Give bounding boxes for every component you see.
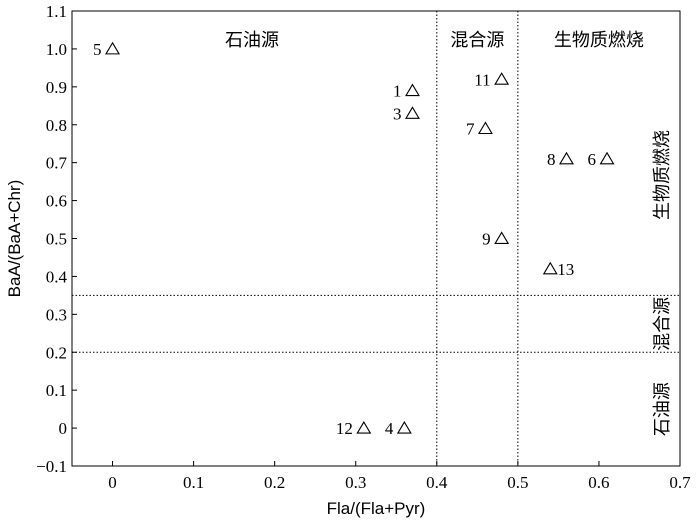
y-tick-label: 1.1 (46, 2, 67, 21)
point-label: 4 (385, 419, 394, 438)
y-tick-label: 0.3 (46, 305, 67, 324)
point-label: 8 (547, 150, 556, 169)
y-tick-label: 0 (59, 419, 68, 438)
region-label-y-biomass: 生物质燃烧 (652, 130, 673, 220)
triangle-marker (405, 106, 420, 119)
triangle-marker (396, 420, 412, 434)
triangle-marker (356, 420, 372, 434)
data-point-13: 13 (542, 260, 574, 279)
point-label: 5 (93, 40, 102, 59)
triangle-marker (105, 41, 120, 55)
y-tick-label: 0.6 (46, 192, 67, 211)
region-label-y-mixed: 混合源 (652, 297, 673, 351)
point-label: 12 (336, 419, 353, 438)
y-tick-label: 0.2 (46, 343, 67, 362)
x-axis-ticks: 0 0.1 0.2 0.3 0.4 0.5 0.6 0.7 (108, 461, 691, 492)
y-axis-ticks: −0.1 0 0.1 0.2 0.3 0.4 0.5 0.6 0.7 0.8 0.9 1.0 1.1 (36, 2, 77, 476)
data-point-4: 4 (385, 419, 412, 438)
point-label: 6 (588, 150, 597, 169)
y-tick-label: 0.7 (46, 154, 68, 173)
y-tick-label: 1.0 (46, 40, 67, 59)
divider-lines (72, 11, 680, 466)
y-tick-label: −0.1 (36, 457, 67, 476)
data-point-7: 7 (466, 120, 493, 139)
data-point-11: 11 (474, 70, 510, 89)
triangle-marker (477, 121, 493, 135)
x-tick-label: 0.4 (426, 473, 448, 492)
triangle-marker (542, 261, 558, 275)
data-point-6: 6 (588, 150, 615, 169)
triangle-marker (405, 83, 420, 97)
data-point-8: 8 (547, 150, 574, 169)
x-tick-label: 0.3 (345, 473, 366, 492)
point-label: 1 (393, 82, 402, 101)
triangle-marker (494, 231, 510, 244)
region-label-x-biomass: 生物质燃烧 (554, 30, 644, 51)
y-axis-title: BaA/(BaA+Chr) (5, 180, 24, 298)
x-tick-label: 0.6 (588, 473, 609, 492)
y-tick-label: 0.9 (46, 78, 67, 97)
data-point-1: 1 (393, 82, 420, 101)
y-tick-label: 0.8 (46, 116, 67, 135)
y-tick-label: 0.1 (46, 381, 67, 400)
triangle-marker (559, 151, 574, 165)
x-tick-label: 0.7 (669, 473, 691, 492)
x-tick-label: 0.5 (507, 473, 528, 492)
data-point-5: 5 (93, 40, 120, 59)
triangle-marker (599, 151, 615, 165)
point-label: 11 (474, 70, 490, 89)
x-tick-label: 0 (108, 473, 117, 492)
point-label: 3 (393, 104, 402, 123)
data-point-12: 12 (336, 419, 372, 438)
region-labels: 石油源 混合源 生物质燃烧 生物质燃烧 混合源 石油源 (225, 30, 673, 436)
region-label-y-petroleum: 石油源 (652, 382, 673, 436)
y-tick-label: 0.4 (46, 267, 68, 286)
point-label: 13 (557, 260, 574, 279)
data-point-3: 3 (393, 104, 420, 123)
plot-area-frame (71, 10, 681, 467)
data-point-9: 9 (482, 230, 510, 249)
x-axis-title: Fla/(Fla+Pyr) (327, 499, 426, 518)
region-label-x-mixed: 混合源 (450, 30, 504, 51)
x-tick-label: 0.2 (264, 473, 285, 492)
point-label: 9 (482, 230, 491, 249)
point-label: 7 (466, 120, 475, 139)
region-label-x-petroleum: 石油源 (225, 30, 279, 51)
y-tick-label: 0.5 (46, 230, 67, 249)
x-tick-label: 0.1 (183, 473, 204, 492)
triangle-marker (494, 72, 510, 85)
